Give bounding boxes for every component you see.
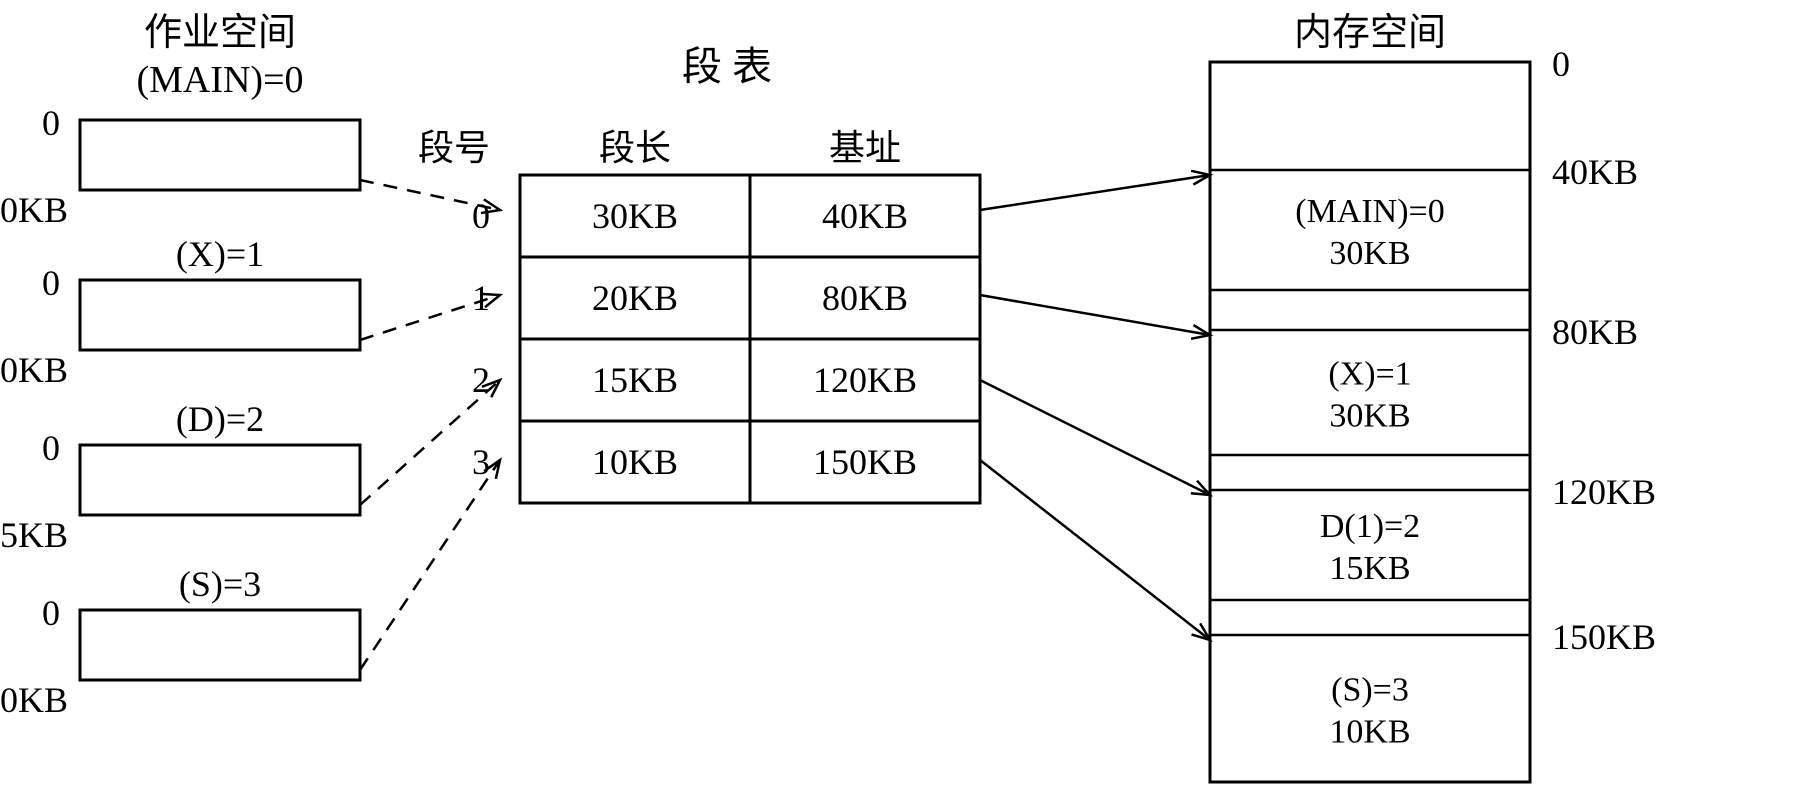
seg-row-num: 1 bbox=[472, 278, 490, 318]
memory-title: 内存空间 bbox=[1294, 12, 1446, 54]
seg-row-base: 80KB bbox=[822, 278, 908, 318]
job-segment-box bbox=[80, 445, 360, 515]
solid-arrow bbox=[980, 295, 1210, 335]
solid-arrow bbox=[980, 380, 1210, 495]
job-seg-name: (X)=1 bbox=[176, 234, 264, 274]
seg-row-len: 20KB bbox=[592, 278, 678, 318]
job-seg-name: (S)=3 bbox=[179, 564, 261, 604]
memory-address: 80KB bbox=[1552, 312, 1638, 352]
job-seg-size: 30KB bbox=[0, 190, 68, 230]
job-segment-box bbox=[80, 120, 360, 190]
seg-row-num: 2 bbox=[472, 360, 490, 400]
seg-table-header: 段长 bbox=[599, 128, 671, 168]
seg-row-len: 15KB bbox=[592, 360, 678, 400]
job-seg-start: 0 bbox=[42, 593, 60, 633]
job-seg-name: (D)=2 bbox=[176, 399, 264, 439]
memory-block-size: 10KB bbox=[1329, 714, 1410, 751]
seg-row-base: 120KB bbox=[813, 360, 917, 400]
seg-table-header: 基址 bbox=[829, 128, 901, 168]
memory-block-name: (S)=3 bbox=[1331, 672, 1409, 709]
job-seg-start: 0 bbox=[42, 103, 60, 143]
job-segment-box bbox=[80, 610, 360, 680]
solid-arrow bbox=[980, 460, 1210, 640]
job-seg-start: 0 bbox=[42, 428, 60, 468]
job-seg-size: 15KB bbox=[0, 515, 68, 555]
seg-table-header: 段号 bbox=[418, 128, 490, 168]
seg-row-len: 10KB bbox=[592, 442, 678, 482]
job-space-subtitle: (MAIN)=0 bbox=[136, 59, 303, 101]
memory-address: 0 bbox=[1552, 44, 1570, 84]
dashed-arrow bbox=[360, 180, 500, 210]
job-seg-size: 10KB bbox=[0, 680, 68, 720]
job-seg-start: 0 bbox=[42, 263, 60, 303]
seg-table-title: 段 表 bbox=[682, 44, 772, 89]
memory-block-name: D(1)=2 bbox=[1320, 508, 1420, 545]
dashed-arrow bbox=[360, 460, 500, 670]
job-seg-size: 20KB bbox=[0, 350, 68, 390]
seg-row-base: 40KB bbox=[822, 196, 908, 236]
seg-row-len: 30KB bbox=[592, 196, 678, 236]
memory-block-size: 30KB bbox=[1329, 235, 1410, 272]
solid-arrow bbox=[980, 175, 1210, 210]
memory-address: 150KB bbox=[1552, 617, 1656, 657]
memory-block-size: 30KB bbox=[1329, 398, 1410, 435]
job-space-title: 作业空间 bbox=[144, 12, 296, 54]
memory-address: 120KB bbox=[1552, 472, 1656, 512]
memory-block-name: (MAIN)=0 bbox=[1295, 193, 1444, 230]
memory-block-size: 15KB bbox=[1329, 550, 1410, 587]
seg-row-base: 150KB bbox=[813, 442, 917, 482]
seg-row-num: 3 bbox=[472, 442, 490, 482]
memory-address: 40KB bbox=[1552, 152, 1638, 192]
job-segment-box bbox=[80, 280, 360, 350]
memory-block-name: (X)=1 bbox=[1328, 356, 1411, 393]
